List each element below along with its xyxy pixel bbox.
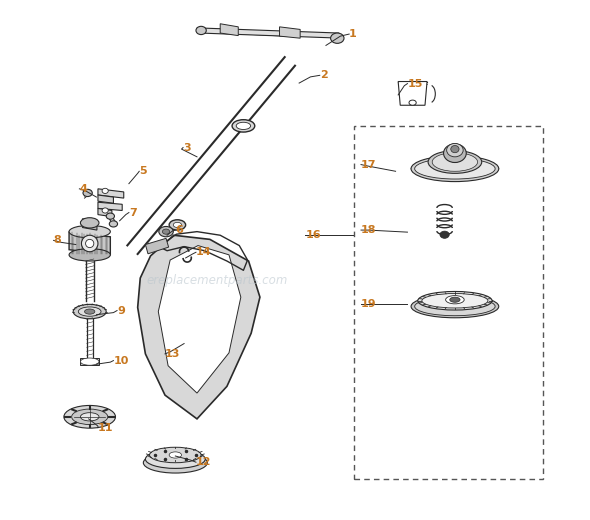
Ellipse shape [409,100,416,105]
Ellipse shape [109,221,117,227]
Text: 15: 15 [408,79,423,88]
Ellipse shape [86,239,94,248]
Polygon shape [98,189,124,198]
Ellipse shape [71,409,108,424]
Text: 2: 2 [320,70,327,80]
Text: 14: 14 [196,248,212,257]
Polygon shape [280,27,300,38]
Ellipse shape [102,208,109,213]
Text: 18: 18 [361,225,376,235]
Text: 9: 9 [117,306,125,316]
Text: 5: 5 [139,166,147,176]
Ellipse shape [236,122,251,129]
Ellipse shape [432,153,478,171]
Ellipse shape [69,226,110,238]
Text: 7: 7 [129,207,137,217]
Ellipse shape [143,452,207,473]
Ellipse shape [69,249,110,261]
Text: 16: 16 [305,230,321,240]
Text: 13: 13 [165,349,181,359]
Ellipse shape [145,450,205,469]
Polygon shape [80,358,99,365]
Ellipse shape [444,144,466,163]
Ellipse shape [330,33,344,43]
Ellipse shape [80,413,99,421]
Ellipse shape [83,189,92,197]
Ellipse shape [81,235,98,252]
Ellipse shape [428,151,481,173]
Ellipse shape [440,231,449,238]
Bar [355,126,543,479]
Polygon shape [137,235,260,419]
Ellipse shape [169,220,186,230]
Polygon shape [220,24,238,35]
Polygon shape [98,202,122,211]
Text: 10: 10 [113,356,129,366]
Ellipse shape [232,120,255,132]
Ellipse shape [415,159,495,179]
Polygon shape [398,82,427,105]
Text: 6: 6 [175,225,183,235]
Text: 17: 17 [361,160,376,170]
Polygon shape [98,209,112,217]
Text: 19: 19 [361,299,376,309]
Ellipse shape [106,213,114,219]
Ellipse shape [447,144,463,157]
Polygon shape [98,195,113,203]
Ellipse shape [80,358,99,365]
Ellipse shape [102,188,109,193]
Ellipse shape [84,309,95,314]
Polygon shape [145,238,169,254]
Ellipse shape [169,452,182,458]
Ellipse shape [162,229,170,234]
Ellipse shape [445,295,464,304]
Ellipse shape [450,297,460,302]
Text: 12: 12 [196,457,211,467]
Ellipse shape [411,295,499,318]
Text: 4: 4 [80,184,87,194]
Ellipse shape [64,406,116,428]
Text: ereplacementparts.com: ereplacementparts.com [147,274,289,287]
Text: 8: 8 [54,236,61,245]
Ellipse shape [80,218,99,228]
Polygon shape [197,28,342,38]
Ellipse shape [78,307,101,316]
Ellipse shape [451,146,459,153]
Text: 3: 3 [183,142,191,152]
Ellipse shape [196,27,206,35]
Ellipse shape [418,292,492,310]
Polygon shape [69,231,110,255]
Polygon shape [83,219,97,230]
Ellipse shape [159,227,173,237]
Polygon shape [158,245,241,393]
Ellipse shape [149,447,201,463]
Ellipse shape [73,304,106,319]
Ellipse shape [422,293,488,308]
Text: 1: 1 [349,29,357,39]
Ellipse shape [173,223,182,228]
Ellipse shape [415,297,495,316]
Ellipse shape [411,156,499,181]
Text: 11: 11 [98,423,113,433]
